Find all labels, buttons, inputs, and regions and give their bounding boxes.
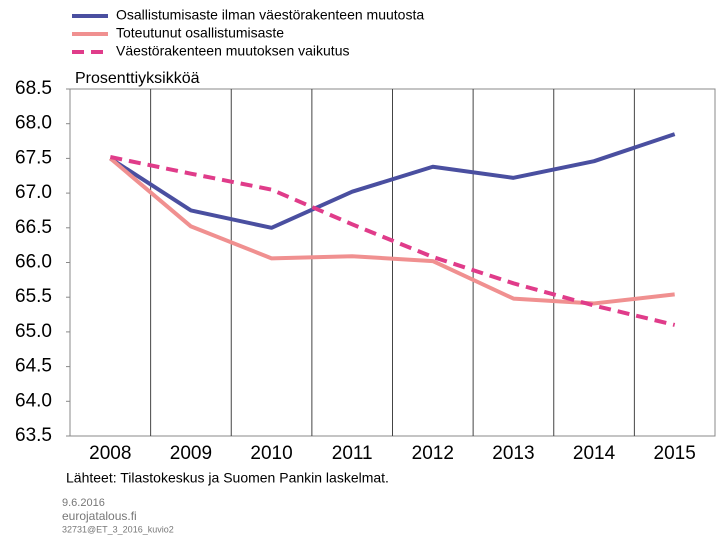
- series-line: [109, 156, 675, 306]
- x-tick-label: 2011: [332, 443, 373, 464]
- source: Lähteet: Tilastokeskus ja Suomen Pankin …: [66, 470, 389, 486]
- legend-label: Osallistumisaste ilman väestörakenteen m…: [116, 7, 424, 23]
- y-tick-label: 67.5: [15, 147, 52, 168]
- x-tick-label: 2012: [412, 443, 454, 464]
- series-line: [109, 155, 676, 327]
- y-tick-label: 64.0: [15, 390, 52, 411]
- y-tick-label: 65.0: [15, 321, 52, 342]
- y-tick-label: 68.5: [15, 78, 52, 99]
- y-tick-label: 64.5: [15, 356, 52, 377]
- series-line: [109, 132, 676, 230]
- footer-site: eurojatalous.fi: [62, 509, 137, 523]
- footer-date: 9.6.2016: [62, 497, 105, 509]
- y-tick-label: 66.5: [15, 217, 52, 238]
- footer-id: 32731@ET_3_2016_kuvio2: [62, 524, 174, 534]
- x-tick-label: 2008: [89, 443, 131, 464]
- legend-label: Toteutunut osallistumisaste: [116, 25, 284, 41]
- y-tick-label: 68.0: [15, 113, 52, 134]
- y-tick-label: 63.5: [15, 425, 52, 446]
- y-tick-label: 65.5: [15, 286, 52, 307]
- y-tick-label: 67.0: [15, 182, 52, 203]
- x-tick-label: 2015: [654, 443, 696, 464]
- x-tick-label: 2013: [492, 443, 534, 464]
- y-axis-label: Prosenttiyksikköä: [75, 70, 200, 87]
- y-tick-label: 66.0: [15, 252, 52, 273]
- x-tick-label: 2014: [573, 443, 616, 464]
- legend-label: Väestörakenteen muutoksen vaikutus: [116, 43, 349, 59]
- x-tick-label: 2010: [250, 443, 292, 464]
- x-tick-label: 2009: [170, 443, 212, 464]
